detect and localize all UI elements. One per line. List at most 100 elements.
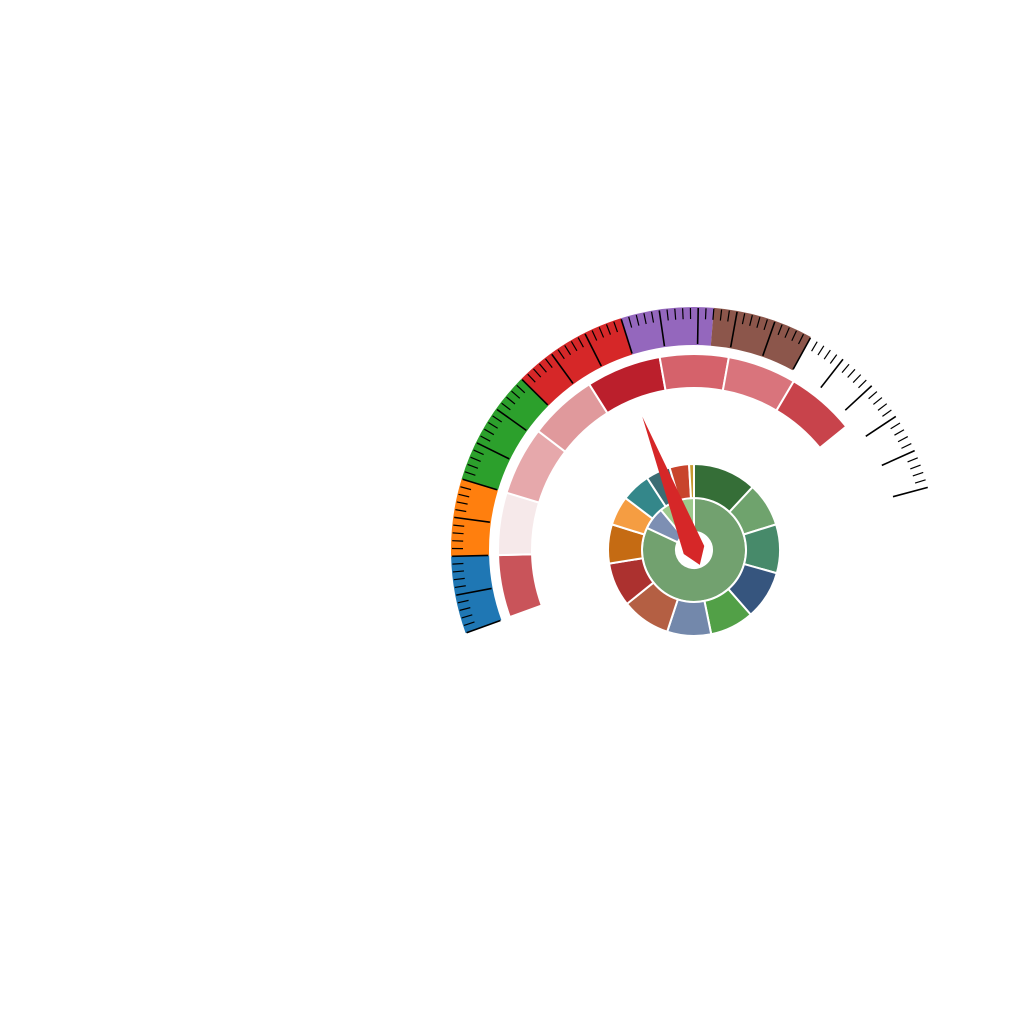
minor-tick-27 [484, 428, 495, 436]
minor-tick-32 [506, 396, 516, 405]
inner-band-segment-0 [497, 553, 544, 619]
minor-tick-22 [467, 463, 479, 469]
minor-tick-64 [727, 310, 730, 322]
minor-tick-98 [912, 471, 924, 477]
minor-tick-99 [914, 479, 926, 484]
minor-tick-36 [527, 373, 536, 383]
minor-tick-57 [674, 308, 677, 320]
minor-tick-29 [492, 415, 503, 423]
major-tick-45 [584, 333, 602, 367]
minor-tick-66 [741, 313, 746, 325]
major-tick-100 [892, 486, 928, 498]
minor-tick-31 [501, 402, 511, 411]
minor-tick-69 [763, 319, 768, 331]
minor-tick-2 [461, 614, 473, 619]
major-tick-10 [452, 554, 489, 558]
minor-tick-28 [488, 421, 498, 429]
major-tick-50 [620, 318, 633, 354]
major-tick-30 [496, 408, 527, 432]
minor-tick-81 [841, 363, 850, 374]
minor-tick-58 [682, 308, 684, 320]
minor-tick-71 [777, 324, 783, 336]
needle [642, 416, 705, 565]
major-tick-60 [696, 308, 700, 345]
minor-tick-42 [564, 345, 572, 356]
minor-tick-4 [457, 599, 469, 604]
inner-band [497, 353, 848, 619]
major-tick-35 [521, 379, 549, 406]
minor-tick-34 [516, 384, 526, 394]
inner-band-segment-7 [775, 379, 848, 450]
major-tick-25 [476, 442, 510, 460]
needle-layer [642, 416, 705, 565]
minor-tick-87 [873, 397, 883, 405]
minor-tick-97 [910, 464, 921, 470]
minor-tick-93 [897, 436, 909, 443]
minor-tick-39 [545, 358, 553, 368]
sunburst-outer-slice-13 [687, 462, 695, 500]
minor-tick-19 [460, 486, 472, 491]
minor-tick-53 [643, 313, 647, 325]
major-tick-20 [462, 478, 498, 491]
minor-tick-92 [894, 429, 905, 436]
minor-tick-61 [704, 308, 707, 320]
outer-band-segment-2 [461, 378, 549, 491]
minor-tick-49 [613, 321, 619, 333]
minor-tick-7 [453, 577, 465, 581]
minor-tick-89 [882, 409, 892, 417]
minor-tick-82 [847, 368, 856, 378]
major-tick-70 [762, 321, 776, 357]
major-tick-80 [820, 358, 844, 389]
minor-tick-44 [577, 337, 584, 348]
minor-tick-91 [890, 422, 901, 430]
minor-tick-84 [858, 379, 867, 389]
major-tick-40 [551, 353, 574, 384]
minor-tick-68 [756, 316, 761, 328]
minor-tick-63 [719, 309, 723, 321]
minor-tick-67 [749, 314, 753, 326]
minor-tick-76 [811, 341, 818, 352]
minor-tick-96 [907, 457, 918, 463]
minor-tick-24 [473, 449, 484, 456]
minor-tick-79 [829, 354, 838, 364]
major-tick-85 [844, 385, 873, 411]
minor-tick-52 [635, 314, 640, 326]
minor-tick-14 [453, 524, 465, 527]
minor-tick-8 [452, 570, 465, 573]
minor-tick-41 [557, 349, 565, 360]
minor-tick-23 [470, 456, 481, 462]
minor-tick-74 [797, 333, 805, 345]
major-tick-65 [729, 311, 738, 348]
minor-tick-46 [591, 330, 598, 341]
major-tick-5 [456, 587, 492, 596]
sunburst [607, 462, 781, 637]
minor-tick-77 [817, 345, 825, 356]
minor-tick-83 [852, 374, 862, 383]
minor-tick-1 [463, 621, 475, 626]
minor-tick-21 [464, 471, 476, 476]
minor-tick-3 [459, 607, 471, 611]
minor-tick-48 [605, 324, 612, 335]
minor-tick-13 [452, 532, 464, 535]
major-tick-55 [658, 310, 666, 347]
minor-tick-17 [456, 501, 468, 505]
minor-tick-94 [901, 442, 912, 449]
minor-tick-26 [480, 435, 491, 442]
major-tick-75 [792, 337, 812, 370]
minor-tick-37 [533, 368, 542, 378]
minor-tick-78 [823, 349, 831, 360]
minor-tick-33 [511, 390, 521, 399]
minor-tick-38 [538, 363, 547, 373]
inner-band-segment-5 [658, 353, 731, 392]
major-tick-90 [865, 415, 897, 437]
minor-tick-54 [650, 311, 655, 323]
minor-tick-47 [598, 327, 605, 338]
minor-tick-88 [877, 403, 888, 411]
minor-tick-51 [628, 316, 633, 328]
minor-tick-43 [570, 341, 578, 352]
minor-tick-73 [791, 330, 798, 341]
minor-tick-9 [452, 562, 464, 565]
minor-tick-56 [666, 309, 669, 321]
